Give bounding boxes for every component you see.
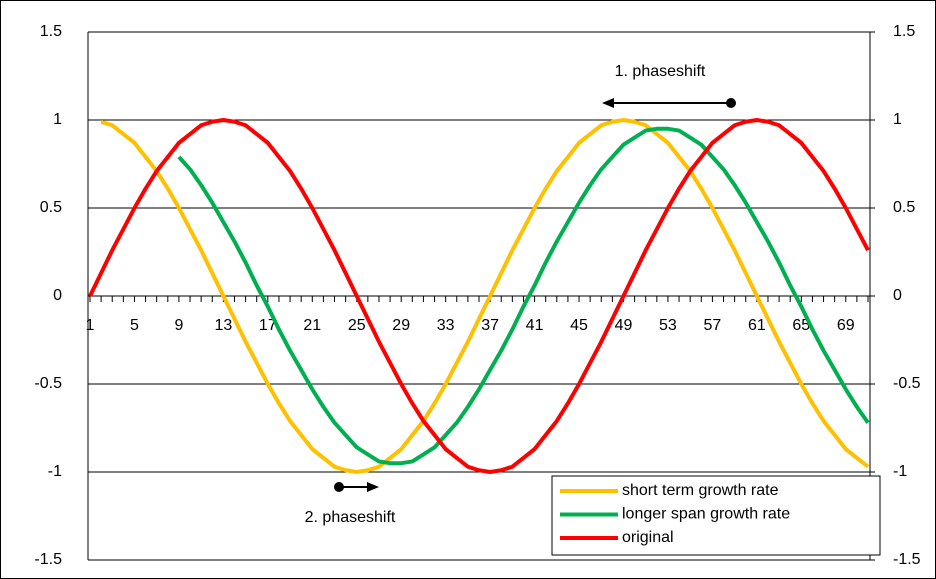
arrow-head [602, 98, 614, 108]
grid: -1.5 -1 -0.5 0 0.5 1 1.5 -1.5 -1 -0.5 0 0.5 1 1.5 1 5 9 1… [34, 23, 920, 568]
legend-label: short term growth rate [622, 482, 779, 499]
x-tick-label: 29 [392, 317, 410, 334]
y-tick-label: 0.5 [40, 199, 62, 216]
x-tick-label: 49 [615, 317, 633, 334]
x-tick-label: 25 [348, 317, 366, 334]
x-tick-label: 33 [437, 317, 455, 334]
y-tick-label: 0 [53, 287, 62, 304]
y2-tick-label: 0 [893, 287, 902, 304]
series-line [177, 126, 870, 466]
x-tick-label: 9 [174, 317, 183, 334]
arrow-head [367, 482, 379, 492]
x-tick-label: 21 [303, 317, 321, 334]
y2-tick-label: 1.5 [893, 23, 915, 40]
legend-entries: short term growth rate longer span growth… [560, 482, 790, 546]
y2-tick-label: -0.5 [893, 375, 921, 392]
legend-label: original [622, 529, 674, 546]
x-tick-label: 45 [570, 317, 588, 334]
y-tick-label: 1.5 [40, 23, 62, 40]
x-tick-label: 65 [792, 317, 810, 334]
x-tick-label: 61 [748, 317, 766, 334]
y2-tick-label: 1 [893, 111, 902, 128]
x-tick-label: 53 [659, 317, 677, 334]
x-tick-label: 1 [86, 317, 95, 334]
annotation: 2. phaseshift [305, 509, 396, 526]
legend-label: longer span growth rate [622, 506, 790, 523]
x-tick-label: 5 [130, 317, 139, 334]
x-tick-label: 17 [259, 317, 277, 334]
series-line [88, 118, 870, 474]
annotation: 1. phaseshift [615, 63, 706, 80]
series-lines [88, 118, 870, 474]
y-tick-label: -1 [48, 463, 62, 480]
arrow-tail [334, 482, 344, 492]
x-tick-label: 13 [214, 317, 232, 334]
series-line [100, 118, 870, 474]
y-tick-label: -0.5 [34, 375, 62, 392]
y2-tick-label: -1.5 [893, 551, 921, 568]
arrow-tail [726, 98, 736, 108]
y2-tick-label: 0.5 [893, 199, 915, 216]
x-tick-label: 69 [837, 317, 855, 334]
x-tick-label: 57 [704, 317, 722, 334]
y-tick-label: -1.5 [34, 551, 62, 568]
x-tick-label: 37 [481, 317, 499, 334]
y2-tick-label: -1 [893, 463, 907, 480]
x-tick-label: 41 [526, 317, 544, 334]
y-tick-label: 1 [53, 111, 62, 128]
